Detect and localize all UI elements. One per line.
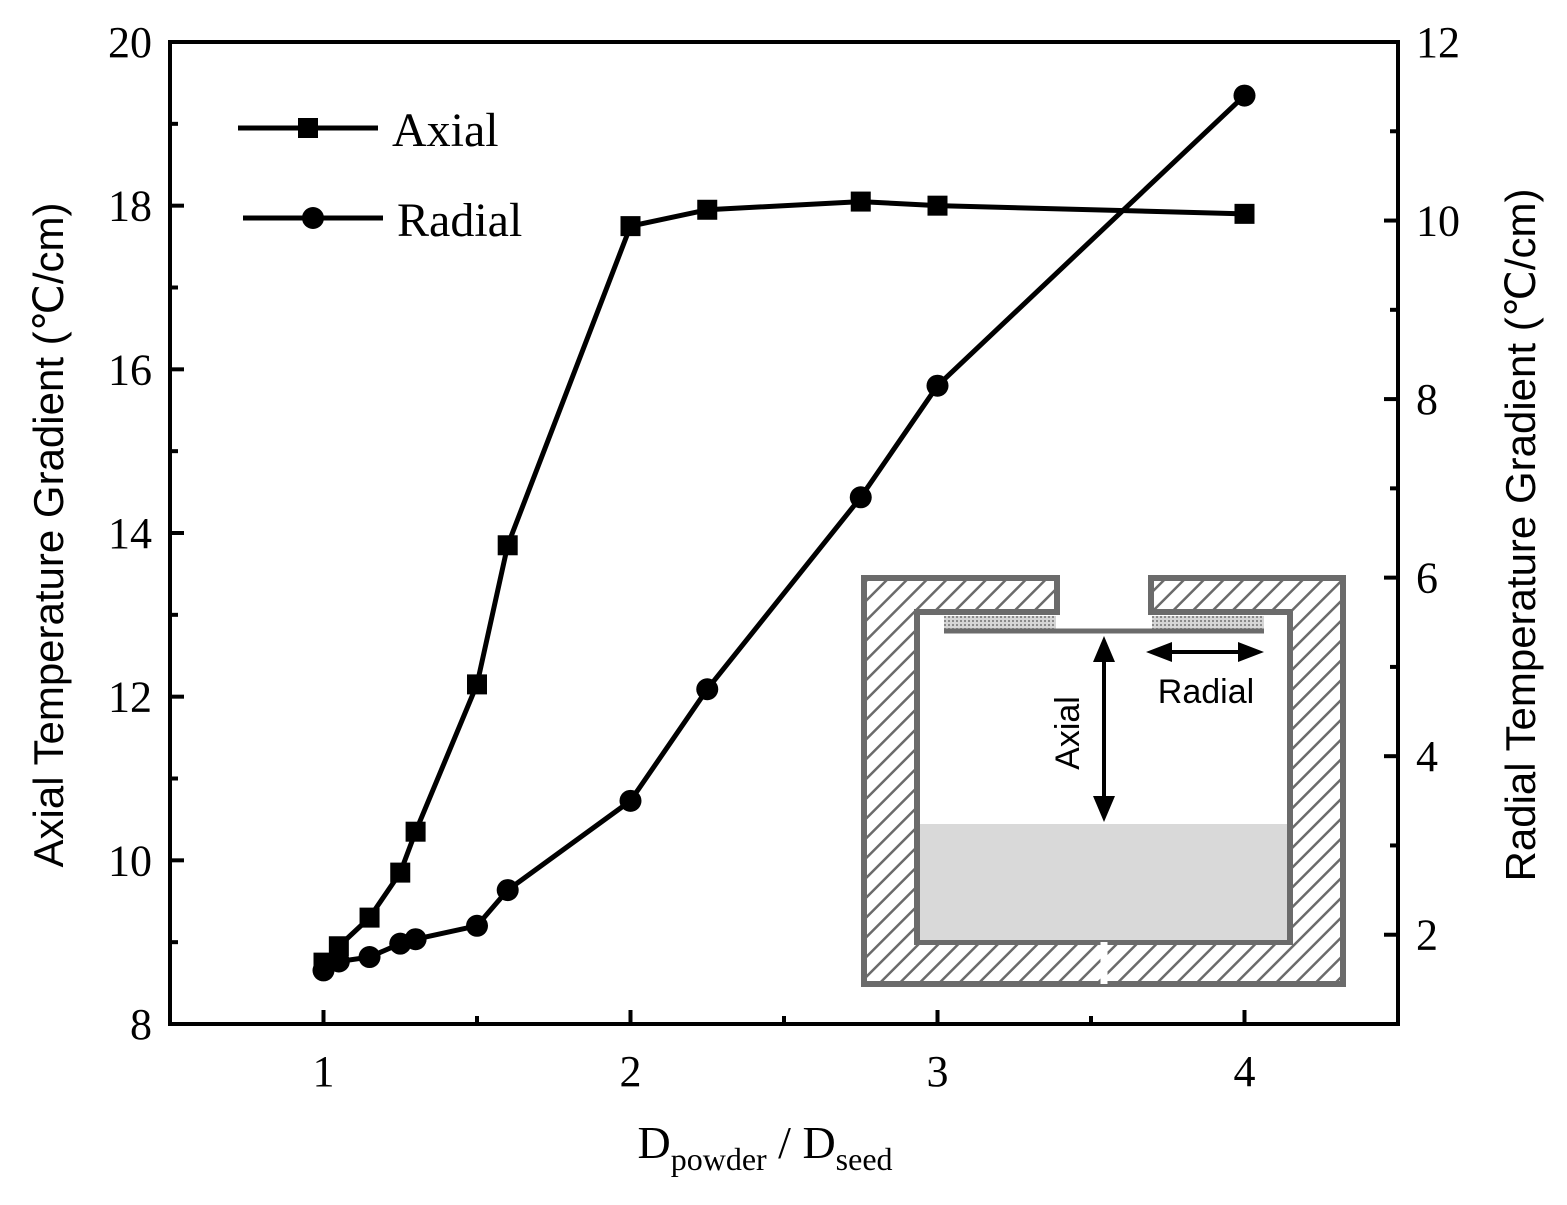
legend-label-axial: Axial: [392, 104, 499, 157]
x-axis-title-main: D: [637, 1117, 670, 1168]
y-right-axis-title: Radial Temperature Gradient (℃/cm): [1497, 189, 1544, 882]
data-point-axial: [359, 907, 380, 928]
y-right-tick-label: 4: [1416, 732, 1438, 781]
x-tick-label: 2: [620, 1047, 642, 1096]
x-axis-title-separator: / D: [767, 1117, 836, 1168]
inset-crucible-diagram: Radial Axial: [861, 575, 1346, 987]
x-tick-label: 1: [313, 1047, 335, 1096]
data-point-axial: [467, 674, 487, 695]
data-point-radial: [327, 950, 350, 973]
y-right-tick-label: 6: [1416, 554, 1438, 603]
legend-marker-radial: [302, 207, 324, 229]
x-axis-title-sub-seed: seed: [836, 1141, 893, 1177]
y-left-axis-title: Axial Temperature Gradient (℃/cm): [25, 203, 72, 868]
data-point-radial: [926, 374, 949, 397]
powder-region: [920, 824, 1287, 940]
y-left-tick-label: 10: [108, 836, 152, 885]
axial-arrow-head-top: [1093, 636, 1115, 662]
y-left-tick-label: 18: [108, 182, 152, 231]
inset-label-axial: Axial: [1049, 696, 1087, 770]
data-point-axial: [927, 195, 948, 216]
seed-left: [944, 616, 1056, 631]
y-left-tick-label: 14: [108, 509, 152, 558]
y-left-tick-label: 16: [108, 345, 152, 394]
data-point-axial: [497, 535, 518, 556]
data-point-axial: [1234, 203, 1255, 224]
legend: Axial Radial: [238, 104, 522, 247]
radial-arrow-head-right: [1238, 642, 1264, 662]
seed-right: [1152, 616, 1264, 631]
data-point-radial: [619, 789, 642, 812]
data-point-radial: [404, 928, 427, 951]
data-point-radial: [358, 946, 381, 969]
series-layer: [312, 84, 1256, 982]
y-right-tick-label: 12: [1416, 18, 1460, 67]
data-point-radial: [1233, 84, 1256, 107]
x-tick-label: 4: [1234, 1047, 1256, 1096]
data-point-axial: [405, 821, 426, 842]
inset-label-radial: Radial: [1158, 673, 1254, 711]
axis-ticks: [170, 40, 1398, 1026]
legend-label-radial: Radial: [397, 194, 522, 247]
y-left-tick-label: 20: [108, 18, 152, 67]
y-left-tick-label: 12: [108, 673, 152, 722]
data-point-axial: [620, 216, 641, 237]
x-axis-title: Dpowder / Dseed: [637, 1117, 892, 1177]
data-point-radial: [496, 879, 519, 902]
y-right-tick-label: 10: [1416, 197, 1460, 246]
data-point-axial: [850, 191, 871, 212]
y-right-tick-label: 2: [1416, 911, 1438, 960]
data-point-axial: [697, 199, 718, 220]
data-point-axial: [328, 936, 349, 957]
y-left-tick-label: 8: [130, 1000, 152, 1049]
data-point-radial: [696, 678, 719, 701]
data-point-radial: [849, 486, 872, 509]
axial-arrow-head-bottom: [1093, 796, 1115, 822]
legend-marker-axial: [298, 118, 318, 138]
crucible-wall: [861, 575, 1346, 987]
x-tick-label: 3: [927, 1047, 949, 1096]
data-point-radial: [466, 914, 488, 937]
x-axis-title-sub-powder: powder: [671, 1141, 767, 1177]
y-right-tick-label: 8: [1416, 375, 1438, 424]
data-point-axial: [390, 862, 411, 883]
radial-arrow-head-left: [1146, 642, 1172, 662]
